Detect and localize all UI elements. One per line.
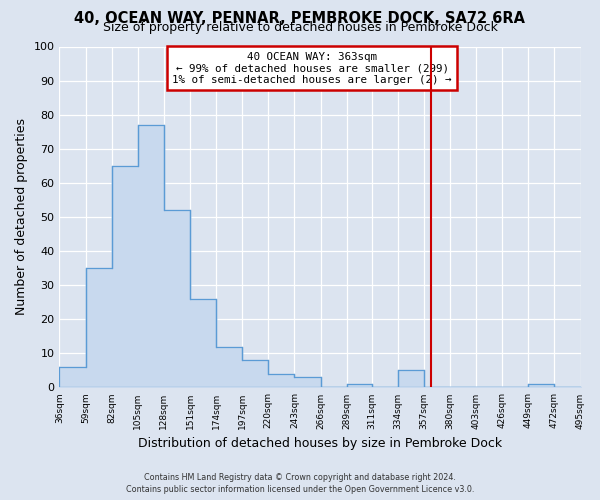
- Text: 40, OCEAN WAY, PENNAR, PEMBROKE DOCK, SA72 6RA: 40, OCEAN WAY, PENNAR, PEMBROKE DOCK, SA…: [74, 11, 526, 26]
- Text: Size of property relative to detached houses in Pembroke Dock: Size of property relative to detached ho…: [103, 22, 497, 35]
- X-axis label: Distribution of detached houses by size in Pembroke Dock: Distribution of detached houses by size …: [138, 437, 502, 450]
- Y-axis label: Number of detached properties: Number of detached properties: [15, 118, 28, 316]
- Text: Contains HM Land Registry data © Crown copyright and database right 2024.
Contai: Contains HM Land Registry data © Crown c…: [126, 472, 474, 494]
- Text: 40 OCEAN WAY: 363sqm
← 99% of detached houses are smaller (299)
1% of semi-detac: 40 OCEAN WAY: 363sqm ← 99% of detached h…: [172, 52, 452, 85]
